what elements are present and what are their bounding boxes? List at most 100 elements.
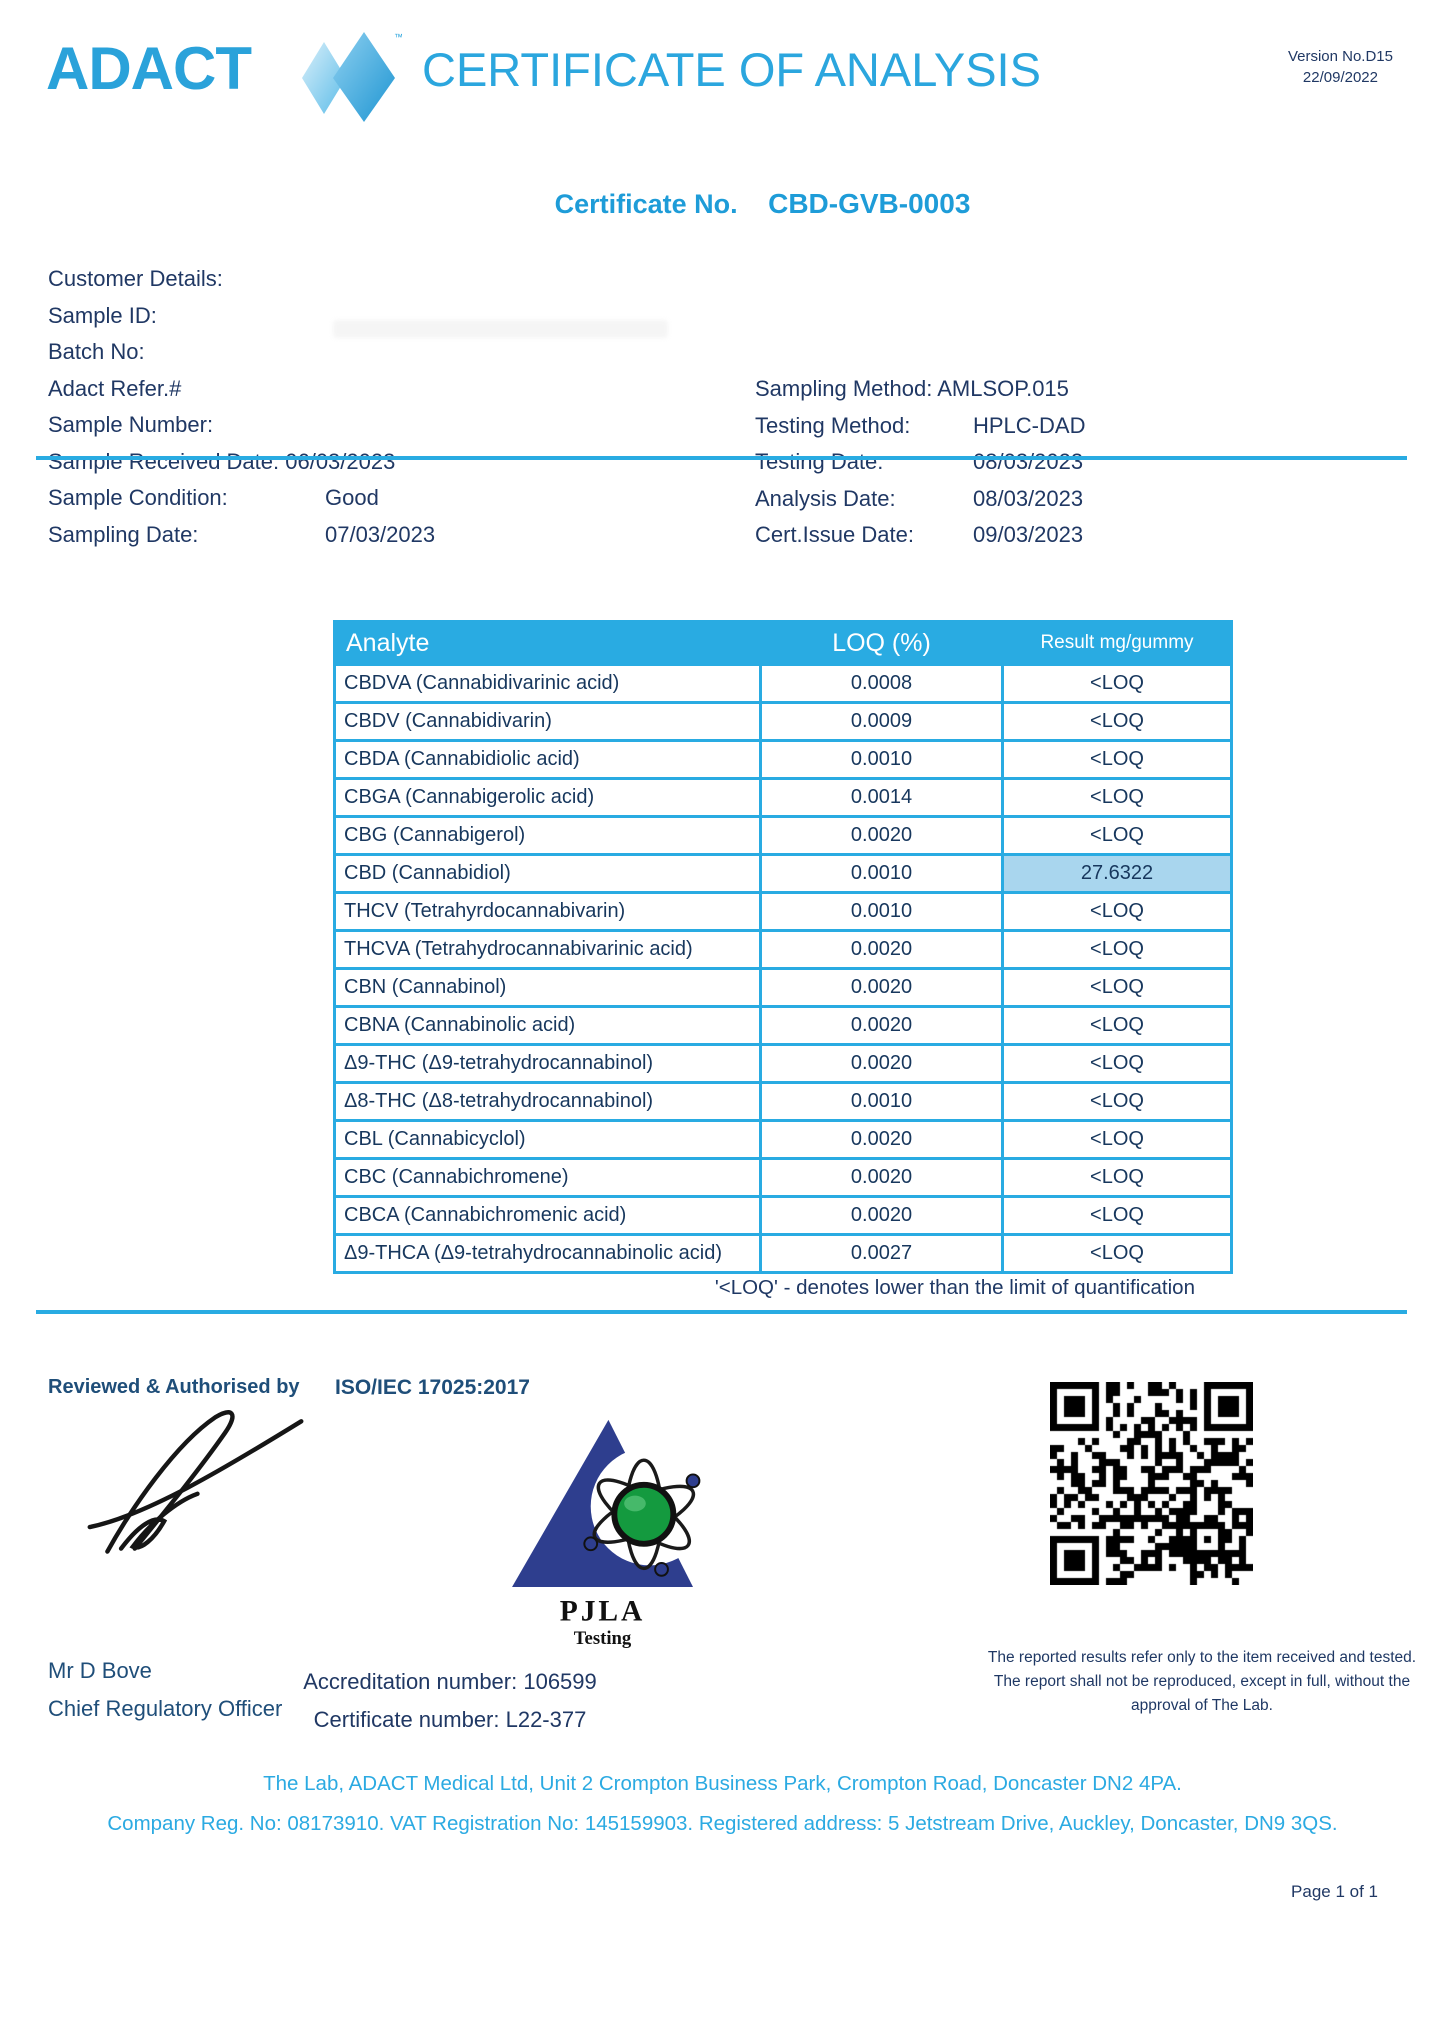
detail-label: Customer Details: [48, 266, 223, 291]
company-registration-line: Company Reg. No: 08173910. VAT Registrat… [107, 1812, 1338, 1835]
signature [78, 1398, 313, 1573]
table-row: CBCA (Cannabichromenic acid) 0.0020 <LOQ [336, 1198, 1230, 1233]
detail-row: Sampling Date: 07/03/2023 [48, 522, 708, 559]
result-cell: <LOQ [1004, 1008, 1230, 1043]
detail-row: Adact Refer.# [48, 376, 708, 413]
table-row: CBN (Cannabinol) 0.0020 <LOQ [336, 970, 1230, 1005]
pjla-logo-subtext: Testing [574, 1628, 632, 1649]
result-cell: <LOQ [1004, 704, 1230, 739]
table-row: CBDV (Cannabidivarin) 0.0009 <LOQ [336, 704, 1230, 739]
document-title: CERTIFICATE OF ANALYSIS [422, 43, 1041, 96]
adact-logo-icon: ™ [298, 28, 403, 127]
column-header-loq: LOQ (%) [762, 623, 1001, 663]
detail-label: Analysis Date: [755, 485, 896, 511]
analyte-cell: CBDVA (Cannabidivarinic acid) [336, 666, 759, 701]
signer-title: Chief Regulatory Officer [48, 1696, 283, 1721]
result-cell: <LOQ [1004, 818, 1230, 853]
detail-row: Sample Number: [48, 412, 708, 449]
analyte-cell: Δ9-THCA (Δ9-tetrahydrocannabinolic acid) [336, 1236, 759, 1271]
detail-label: Sampling Date: [48, 521, 199, 547]
analyte-cell: Δ8-THC (Δ8-tetrahydrocannabinol) [336, 1084, 759, 1119]
result-cell: <LOQ [1004, 666, 1230, 701]
detail-value: Good [325, 485, 379, 510]
loq-note: '<LOQ' - denotes lower than the limit of… [714, 1276, 1195, 1299]
result-cell-highlighted: 27.6322 [1004, 856, 1230, 891]
analyte-cell: CBNA (Cannabinolic acid) [336, 1008, 759, 1043]
accreditation-number: Accreditation number: 106599 [303, 1669, 597, 1694]
detail-row: Batch No: [48, 339, 708, 376]
result-cell: <LOQ [1004, 1160, 1230, 1195]
analyte-cell: CBCA (Cannabichromenic acid) [336, 1198, 759, 1233]
analyte-cell: CBC (Cannabichromene) [336, 1160, 759, 1195]
detail-row: Analysis Date: 08/03/2023 [755, 486, 1405, 523]
analyte-cell: CBL (Cannabicyclol) [336, 1122, 759, 1157]
detail-label: Sample Condition: [48, 485, 228, 510]
accreditation-block: Accreditation number: 106599 Certificate… [230, 1663, 670, 1739]
table-row: Δ9-THCA (Δ9-tetrahydrocannabinolic acid)… [336, 1236, 1230, 1271]
table-row: CBC (Cannabichromene) 0.0020 <LOQ [336, 1160, 1230, 1195]
detail-label: Batch No: [48, 339, 145, 364]
detail-label: Sampling Method: AMLSOP.015 [755, 376, 1069, 401]
version-number: Version No.D15 [1287, 48, 1393, 65]
detail-row: Sampling Method: AMLSOP.015 [755, 376, 1405, 413]
results-table: Analyte LOQ (%) Result mg/gummy CBDVA (C… [333, 620, 1233, 1274]
table-row: THCV (Tetrahyrdocannabivarin) 0.0010 <LOQ [336, 894, 1230, 929]
table-row: CBGA (Cannabigerolic acid) 0.0014 <LOQ [336, 780, 1230, 815]
certificate-number-line: Certificate No. CBD-GVB-0003 [80, 188, 1445, 220]
detail-value: 08/03/2023 [973, 485, 1084, 511]
loq-cell: 0.0010 [762, 742, 1001, 777]
pjla-accreditation-logo: PJLA Testing [498, 1412, 710, 1655]
iso-standard-label: ISO/IEC 17025:2017 [335, 1376, 530, 1399]
loq-cell: 0.0010 [762, 1084, 1001, 1119]
analyte-cell: CBD (Cannabidiol) [336, 856, 759, 891]
loq-cell: 0.0008 [762, 666, 1001, 701]
detail-value: 08/03/2023 [973, 449, 1084, 474]
results-table-wrap: Analyte LOQ (%) Result mg/gummy CBDVA (C… [333, 620, 1233, 1274]
sample-details-right: Sampling Method: AMLSOP.015 Testing Metho… [755, 376, 1405, 559]
analyte-cell: CBN (Cannabinol) [336, 970, 759, 1005]
result-cell: <LOQ [1004, 1122, 1230, 1157]
pjla-certificate-number: Certificate number: L22-377 [313, 1707, 587, 1732]
trademark-glyph: ™ [394, 32, 402, 42]
detail-row: Sample ID: [48, 303, 708, 340]
detail-label: Testing Date: [755, 449, 884, 474]
table-row: Δ8-THC (Δ8-tetrahydrocannabinol) 0.0010 <L… [336, 1084, 1230, 1119]
column-header-result: Result mg/gummy [1004, 623, 1230, 663]
loq-cell: 0.0014 [762, 780, 1001, 815]
detail-label: Adact Refer.# [48, 375, 182, 401]
table-row: CBDVA (Cannabidivarinic acid) 0.0008 <LOQ [336, 666, 1230, 701]
table-row: CBDA (Cannabidiolic acid) 0.0010 <LOQ [336, 742, 1230, 777]
loq-cell: 0.0020 [762, 932, 1001, 967]
analyte-cell: CBGA (Cannabigerolic acid) [336, 780, 759, 815]
detail-row: Testing Date: 08/03/2023 [755, 449, 1405, 486]
detail-row: Sample Condition: Good [48, 485, 708, 522]
detail-row: Sample Received Date: 06/03/2023 [48, 449, 708, 486]
result-cell: <LOQ [1004, 932, 1230, 967]
reviewed-authorised-label: Reviewed & Authorised by [48, 1376, 300, 1398]
loq-cell: 0.0020 [762, 1122, 1001, 1157]
table-row: CBG (Cannabigerol) 0.0020 <LOQ [336, 818, 1230, 853]
pjla-logo-text: PJLA [560, 1595, 646, 1627]
divider-line-bottom [36, 1310, 1407, 1314]
qr-code [1050, 1382, 1253, 1585]
detail-value: HPLC-DAD [973, 412, 1086, 438]
loq-cell: 0.0020 [762, 1160, 1001, 1195]
loq-cell: 0.0020 [762, 970, 1001, 1005]
table-row: Δ9-THC (Δ9-tetrahydrocannabinol) 0.0020 <L… [336, 1046, 1230, 1081]
result-cell: <LOQ [1004, 1046, 1230, 1081]
loq-cell: 0.0020 [762, 1198, 1001, 1233]
analyte-cell: CBG (Cannabigerol) [336, 818, 759, 853]
loq-cell: 0.0027 [762, 1236, 1001, 1271]
loq-cell: 0.0009 [762, 704, 1001, 739]
table-header-row: Analyte LOQ (%) Result mg/gummy [336, 623, 1230, 663]
table-row: CBD (Cannabidiol) 0.0010 27.6322 [336, 856, 1230, 891]
result-cell: <LOQ [1004, 742, 1230, 777]
detail-row: Cert.Issue Date: 09/03/2023 [755, 522, 1405, 559]
detail-value: 09/03/2023 [973, 522, 1084, 547]
signer-name: Mr D Bove [48, 1658, 152, 1683]
sample-details-left: Customer Details: Sample ID: Batch No: Adac… [48, 266, 708, 558]
page-number: Page 1 of 1 [1291, 1882, 1378, 1901]
analyte-cell: THCV (Tetrahyrdocannabivarin) [336, 894, 759, 929]
result-cell: <LOQ [1004, 1236, 1230, 1271]
